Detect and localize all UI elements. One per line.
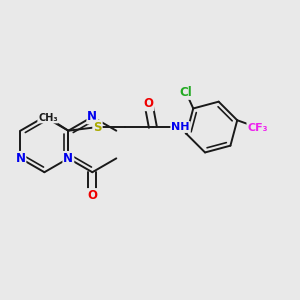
Text: NH: NH	[171, 122, 190, 132]
Text: S: S	[93, 121, 102, 134]
Text: Cl: Cl	[180, 86, 192, 99]
Text: N: N	[63, 152, 74, 165]
Text: N: N	[15, 152, 26, 165]
Text: CF₃: CF₃	[248, 122, 268, 133]
Text: O: O	[87, 189, 97, 202]
Text: N: N	[87, 110, 97, 123]
Text: O: O	[143, 97, 154, 110]
Text: CH₃: CH₃	[38, 112, 58, 123]
